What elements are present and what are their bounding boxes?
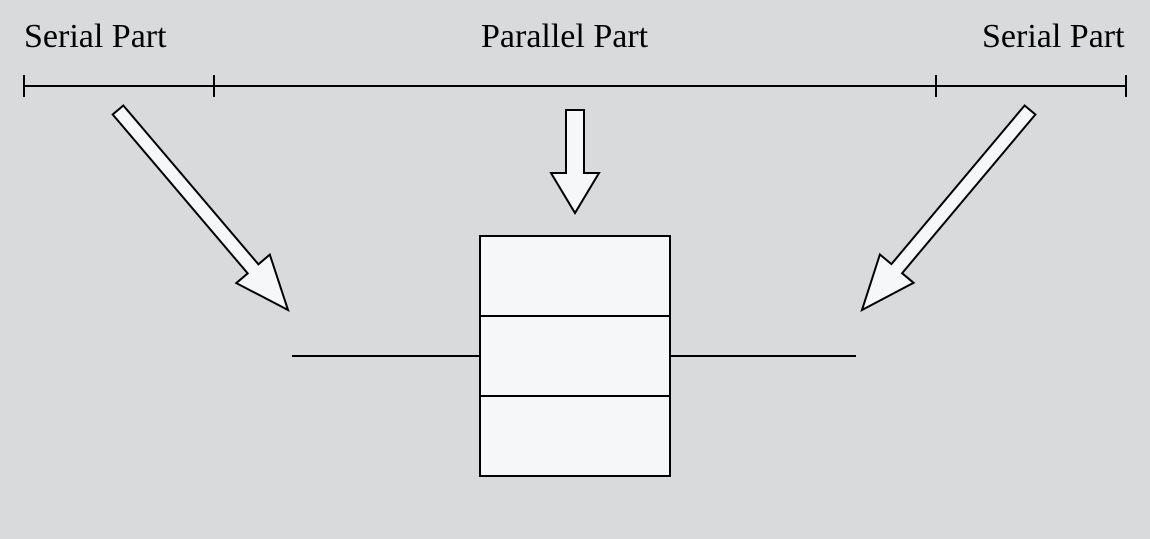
arrow-left — [113, 106, 288, 311]
amdahl-diagram: Serial Part Parallel Part Serial Part — [0, 0, 1150, 534]
label-serial-left: Serial Part — [24, 18, 167, 56]
diagram-svg — [0, 0, 1150, 534]
label-parallel: Parallel Part — [481, 18, 648, 56]
parallel-box — [480, 236, 670, 476]
arrow-right — [862, 106, 1035, 311]
label-serial-right: Serial Part — [982, 18, 1125, 56]
arrow-center — [551, 110, 599, 213]
